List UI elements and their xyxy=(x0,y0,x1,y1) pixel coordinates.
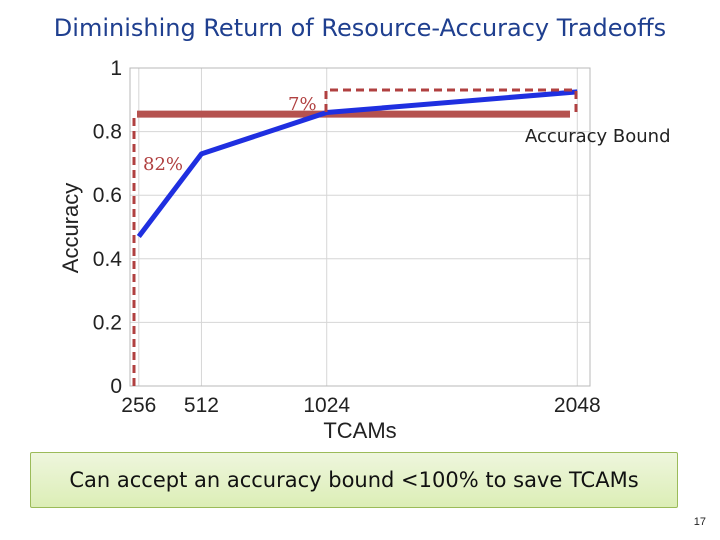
y-tick-label: 0.8 xyxy=(93,121,122,144)
y-tick-label: 0.4 xyxy=(93,248,123,271)
accuracy-bound-label: Accuracy Bound xyxy=(525,126,671,147)
x-tick-label: 1024 xyxy=(303,394,350,417)
series-line xyxy=(136,89,578,239)
y-tick-label: 0 xyxy=(110,375,122,398)
accuracy-bound: Accuracy Bound xyxy=(137,110,671,147)
dashed-bracket-7 xyxy=(324,88,578,112)
plot-frame xyxy=(129,67,591,387)
page-number: 17 xyxy=(693,516,706,528)
y-tick-label: 0.6 xyxy=(93,184,122,207)
x-tick-label: 256 xyxy=(121,394,156,417)
y-axis-label: Accuracy xyxy=(58,183,83,273)
x-tick-labels: 256 512 1024 2048 xyxy=(121,394,600,417)
accuracy-chart: 0 0.2 0.4 0.6 0.8 1 256 512 1024 2048 Accuracy B… xyxy=(58,57,671,443)
chart-axes xyxy=(129,67,591,387)
x-tick-label: 512 xyxy=(184,394,219,417)
y-tick-labels: 0 0.2 0.4 0.6 0.8 1 xyxy=(93,57,123,398)
callout-box: Can accept an accuracy bound <100% to sa… xyxy=(30,452,678,508)
annotation-82-percent: 82% xyxy=(143,154,183,175)
y-tick-label: 1 xyxy=(110,57,122,80)
x-axis-label: TCAMs xyxy=(323,418,396,443)
series-lines xyxy=(136,89,578,239)
slide-title: Diminishing Return of Resource-Accuracy … xyxy=(53,14,667,42)
annotation-7-percent: 7% xyxy=(288,94,317,115)
annotations: 82% 7% xyxy=(132,88,578,388)
x-tick-label: 2048 xyxy=(554,394,601,417)
y-tick-label: 0.2 xyxy=(93,311,122,334)
